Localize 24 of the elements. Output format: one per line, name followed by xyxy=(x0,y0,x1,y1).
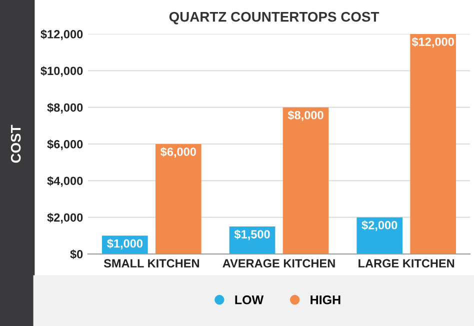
y-tick-label: $2,000 xyxy=(47,212,83,224)
y-tick-label: $12,000 xyxy=(40,30,83,40)
y-tick-label: $10,000 xyxy=(40,66,83,77)
y-axis-title: COST xyxy=(10,124,21,163)
y-tick-label: $6,000 xyxy=(47,140,83,150)
x-tick-label: SMALL KITCHEN xyxy=(104,259,199,268)
data-label: $1,000 xyxy=(107,238,142,250)
bar xyxy=(410,34,456,254)
data-label: $8,000 xyxy=(288,110,324,122)
data-label: $1,500 xyxy=(234,230,270,240)
bar xyxy=(155,144,202,254)
data-label: $12,000 xyxy=(412,37,454,48)
y-tick-label: $8,000 xyxy=(47,102,83,114)
x-tick-label: AVERAGE KITCHEN xyxy=(222,259,335,268)
x-tick-label: LARGE KITCHEN xyxy=(358,259,454,268)
legend-label: LOW xyxy=(235,295,264,304)
chart-title: QUARTZ COUNTERTOPS COST xyxy=(169,12,380,24)
bar xyxy=(356,217,403,254)
data-label: $2,000 xyxy=(362,220,398,232)
legend-label: HIGH xyxy=(310,295,340,304)
y-tick-label: $4,000 xyxy=(47,176,83,187)
data-label: $6,000 xyxy=(160,147,196,158)
bar xyxy=(282,107,329,254)
y-tick-label: $0 xyxy=(70,250,83,260)
